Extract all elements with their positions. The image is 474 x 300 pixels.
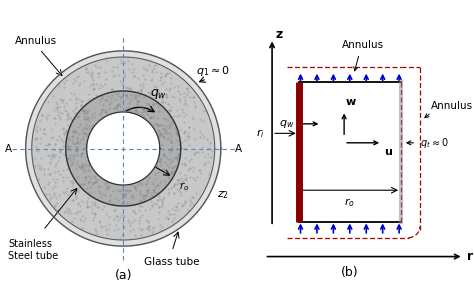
Text: $r_o$: $r_o$	[179, 180, 190, 193]
Text: $q_1 \approx 0$: $q_1 \approx 0$	[196, 64, 231, 78]
Polygon shape	[66, 91, 181, 206]
Circle shape	[26, 51, 221, 246]
Text: A: A	[235, 143, 242, 154]
Text: $r_o$: $r_o$	[344, 196, 356, 209]
Text: $q_t \approx 0$: $q_t \approx 0$	[420, 136, 448, 150]
Text: w: w	[346, 97, 356, 107]
Text: Stainless
Steel tube: Stainless Steel tube	[8, 239, 58, 261]
Text: u: u	[384, 147, 392, 157]
Text: Annulus: Annulus	[15, 36, 57, 46]
Text: Glass tube: Glass tube	[144, 256, 200, 266]
Text: Annulus: Annulus	[342, 40, 384, 50]
Text: $z_2$: $z_2$	[218, 189, 229, 201]
Text: z: z	[276, 28, 283, 41]
Text: (b): (b)	[341, 266, 359, 279]
Text: (a): (a)	[115, 269, 132, 282]
Text: r: r	[467, 250, 474, 263]
Circle shape	[87, 112, 160, 185]
Text: $q_w$: $q_w$	[149, 87, 167, 101]
Text: $q_w$: $q_w$	[279, 118, 295, 130]
Text: $r_i$: $r_i$	[256, 127, 264, 140]
Polygon shape	[32, 57, 215, 240]
Text: A: A	[5, 143, 12, 154]
Polygon shape	[26, 51, 221, 246]
Text: $r_i$: $r_i$	[145, 132, 153, 145]
Text: Annulus: Annulus	[431, 101, 474, 111]
